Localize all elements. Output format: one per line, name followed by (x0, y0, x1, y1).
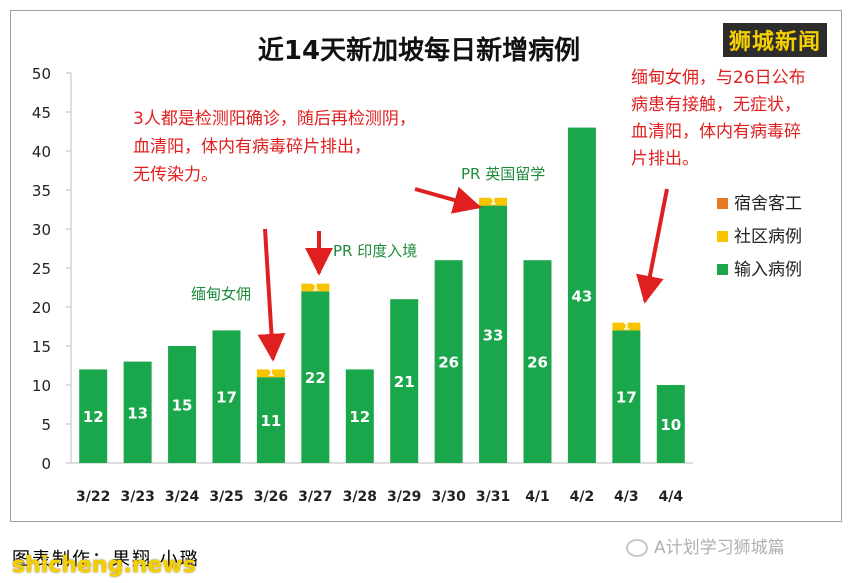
x-tick-label: 3/24 (165, 489, 200, 505)
y-tick-label: 45 (32, 104, 51, 122)
data-label-community: 1 (623, 321, 630, 332)
bar-imported (479, 205, 508, 463)
data-label-imported: 43 (571, 287, 592, 305)
legend-swatch (717, 264, 728, 275)
bar-imported (612, 330, 641, 463)
y-tick-label: 15 (32, 338, 51, 356)
x-tick-label: 3/29 (387, 489, 421, 505)
bar-community (479, 197, 508, 206)
data-label-imported: 12 (83, 408, 104, 426)
x-tick-label: 3/26 (254, 489, 288, 505)
bar-imported (390, 299, 419, 463)
wechat-icon (626, 539, 648, 557)
bars-group: 123/22133/23153/24173/251113/262213/2712… (76, 127, 685, 505)
y-tick-label: 25 (32, 260, 51, 278)
bar-imported (301, 291, 330, 463)
data-label-imported: 22 (305, 369, 326, 387)
bar-imported (168, 346, 197, 463)
footer-wechat: A计划学习狮城篇 (626, 533, 785, 558)
x-tick-label: 3/31 (476, 489, 510, 505)
bar-imported (434, 260, 463, 463)
chart-title: 近14天新加坡每日新增病例 (258, 35, 580, 66)
arrow-326 (257, 228, 286, 362)
x-tick-label: 4/4 (658, 489, 683, 505)
bar-imported (523, 260, 552, 463)
annotation-43-note-line4: 片排出。 (631, 149, 699, 169)
chart-frame: 近14天新加坡每日新增病例 0 5 10 15 20 25 30 35 40 45 50 12 3/2… (10, 10, 842, 522)
data-label-community: 1 (267, 368, 274, 379)
bar-community (612, 322, 641, 331)
x-tick-label: 3/25 (209, 489, 243, 505)
x-tick-label: 4/1 (525, 489, 550, 505)
data-label-imported: 33 (483, 326, 504, 344)
data-label-community: 1 (312, 282, 319, 293)
data-label-imported: 26 (438, 354, 459, 372)
footer-wechat-label: A计划学习狮城篇 (654, 538, 785, 558)
legend-label: 输入病例 (734, 260, 802, 280)
data-label-imported: 10 (660, 416, 681, 434)
annotation-326-note-line2: 血清阳，体内有病毒碎片排出， (133, 137, 371, 157)
y-tick-label: 10 (32, 377, 51, 395)
x-tick-label: 4/2 (570, 489, 595, 505)
annotation-326-note-line1: 3人都是检测阳确诊，随后再检测阴， (133, 109, 416, 129)
data-label-imported: 15 (172, 397, 193, 415)
x-tick-label: 4/3 (614, 489, 639, 505)
x-tick-label: 3/23 (120, 489, 154, 505)
bar-imported (656, 385, 685, 463)
y-tick-label: 0 (41, 455, 51, 473)
bar-community (256, 369, 285, 378)
data-label-imported: 12 (349, 408, 370, 426)
x-tick-label: 3/30 (431, 489, 466, 505)
annotation-43-note-line1: 缅甸女佣，与26日公布 (631, 68, 806, 88)
chart-svg: 近14天新加坡每日新增病例 0 5 10 15 20 25 30 35 40 45 50 12 3/2… (32, 35, 806, 505)
annotation-327-label: PR 印度入境 (333, 242, 417, 260)
brand-watermark: 狮城新闻 (722, 23, 827, 57)
bar-community (301, 283, 330, 292)
annotation-326-label: 缅甸女佣 (191, 285, 251, 303)
data-label-imported: 11 (260, 412, 281, 430)
bar-imported (567, 127, 596, 463)
legend-swatch (717, 198, 728, 209)
data-label-imported: 17 (616, 389, 637, 407)
legend-swatch (717, 231, 728, 242)
bar-imported (123, 361, 152, 463)
data-label-imported: 13 (127, 404, 148, 422)
arrow-331 (414, 186, 482, 214)
annotation-43-note-line3: 血清阳，体内有病毒碎 (631, 122, 801, 142)
data-label-imported: 17 (216, 389, 237, 407)
annotation-326-note-line3: 无传染力。 (133, 165, 218, 185)
annotation-331-label: PR 英国留学 (461, 165, 545, 183)
footer-credit: 图表制作：果翔 小璐 (12, 549, 200, 570)
y-tick-label: 5 (41, 416, 51, 434)
y-tick-label: 50 (32, 65, 51, 83)
x-tick-label: 3/22 (76, 489, 110, 505)
y-tick-label: 40 (32, 143, 51, 161)
annotation-43-note-line2: 病患有接触，无症状， (631, 95, 801, 115)
legend-label: 社区病例 (734, 227, 802, 247)
x-tick-label: 3/27 (298, 489, 332, 505)
data-label-community: 1 (490, 197, 497, 208)
y-tick-label: 30 (32, 221, 51, 239)
data-label-imported: 21 (394, 373, 415, 391)
legend-label: 宿舍客工 (734, 194, 802, 214)
bar-imported (212, 330, 241, 463)
x-tick-label: 3/28 (343, 489, 377, 505)
bar-imported (256, 377, 285, 463)
y-tick-label: 20 (32, 299, 51, 317)
bar-imported (345, 369, 374, 463)
bar-imported (79, 369, 108, 463)
footer-site: shicheng.news (12, 553, 196, 578)
data-label-imported: 26 (527, 354, 548, 372)
y-tick-label: 35 (32, 182, 51, 200)
arrow-43 (636, 188, 669, 304)
